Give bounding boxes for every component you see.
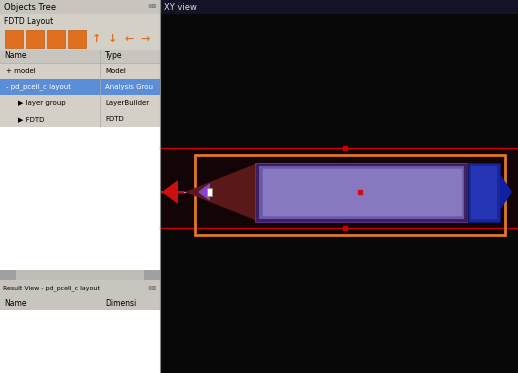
Bar — [0, 280, 160, 296]
Text: + model: + model — [6, 68, 36, 74]
Text: XY view: XY view — [164, 3, 197, 12]
Polygon shape — [198, 183, 210, 201]
Bar — [0, 270, 160, 280]
Bar — [160, 0, 518, 14]
Text: Result View - pd_pcell_c layout: Result View - pd_pcell_c layout — [3, 285, 100, 291]
Text: Analysis Grou: Analysis Grou — [105, 84, 153, 90]
Bar — [26, 30, 44, 48]
Bar — [0, 79, 160, 95]
Bar — [0, 14, 160, 28]
Bar — [0, 310, 160, 373]
Text: Name: Name — [4, 51, 26, 60]
Bar — [144, 270, 160, 280]
Bar — [207, 188, 212, 196]
Text: Objects Tree: Objects Tree — [4, 3, 56, 12]
Text: FDTD Layout: FDTD Layout — [4, 16, 53, 25]
Bar — [0, 296, 160, 310]
Bar — [47, 30, 65, 48]
Bar — [5, 30, 23, 48]
Text: Type: Type — [105, 51, 122, 60]
Polygon shape — [162, 180, 178, 204]
Text: LayerBuilder: LayerBuilder — [105, 100, 149, 106]
Text: FDTD: FDTD — [105, 116, 124, 122]
Bar — [160, 148, 518, 228]
Text: ▶ FDTD: ▶ FDTD — [18, 116, 45, 122]
Bar — [471, 166, 497, 219]
Bar — [259, 166, 464, 219]
Bar — [468, 163, 500, 222]
Bar — [68, 30, 86, 48]
Text: ⊗⊠: ⊗⊠ — [148, 4, 157, 9]
Bar — [262, 168, 462, 216]
Text: - pd_pcell_c layout: - pd_pcell_c layout — [6, 84, 71, 90]
Bar — [0, 0, 160, 373]
Bar — [160, 0, 518, 373]
Bar — [255, 163, 468, 222]
Bar — [0, 127, 160, 270]
Polygon shape — [500, 174, 512, 210]
Text: Dimensi: Dimensi — [105, 298, 136, 307]
Bar — [0, 28, 160, 50]
Text: ⊗⊠: ⊗⊠ — [148, 285, 157, 291]
Bar — [0, 50, 160, 63]
Text: ↑: ↑ — [92, 34, 102, 44]
Text: Model: Model — [105, 68, 126, 74]
Text: ▶ layer group: ▶ layer group — [18, 100, 66, 106]
Text: ↓: ↓ — [108, 34, 118, 44]
Bar — [195, 155, 505, 235]
Text: Name: Name — [4, 298, 26, 307]
Text: ←: ← — [124, 34, 134, 44]
Bar — [0, 270, 16, 280]
Polygon shape — [185, 164, 255, 220]
Text: →: → — [140, 34, 150, 44]
Bar — [0, 0, 160, 14]
